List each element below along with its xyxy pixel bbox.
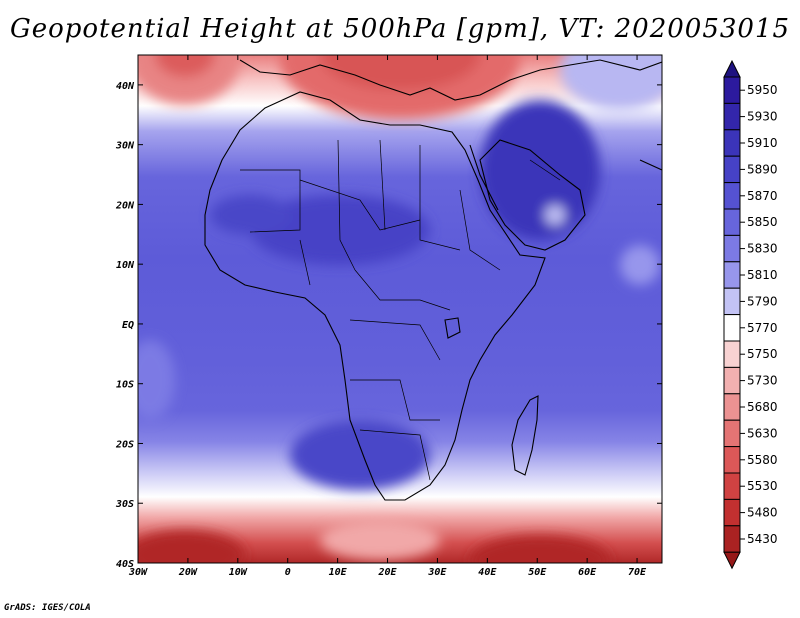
coastlines	[204, 59, 662, 501]
europe-coastline	[239, 59, 662, 101]
lon-tick-label: 20W	[178, 567, 198, 578]
colorbar-label: 5950	[747, 83, 778, 97]
colorbar-swatch	[723, 525, 741, 553]
lake-victoria	[444, 317, 461, 339]
lat-tick-label: 30N	[115, 141, 135, 152]
lon-tick-label: 30E	[427, 567, 447, 578]
colorbar-swatch	[723, 393, 741, 421]
latitude-axis: 40N 30N 20N 10N EQ 10S 20S 30S 40S	[115, 81, 662, 570]
colorbar-swatch	[723, 314, 741, 342]
lon-tick-label: 50E	[528, 567, 547, 578]
colorbar-swatch	[723, 208, 741, 236]
lon-tick-label: 0	[285, 567, 291, 578]
colorbar-swatch	[723, 366, 741, 395]
lon-tick-label: 60E	[578, 567, 597, 578]
colorbar-swatch	[723, 102, 741, 131]
africa-coastline	[204, 91, 546, 501]
colorbar-label: 5770	[747, 321, 778, 335]
colorbar-label: 5890	[747, 162, 778, 176]
colorbar-swatch	[723, 261, 741, 289]
colorbar-label: 5530	[747, 479, 778, 493]
lon-tick-label: 70E	[628, 567, 647, 578]
lon-tick-label: 10E	[329, 567, 348, 578]
colorbar-swatch	[723, 472, 741, 500]
height-field	[138, 55, 662, 563]
colorbar-label: 5580	[747, 453, 778, 467]
colorbar-swatch	[723, 446, 741, 474]
colorbar: 5950 5930 5910 5890 5870 5850 5830 5810 5790 5770…	[723, 59, 778, 570]
colorbar-label: 5480	[747, 506, 778, 520]
colorbar-label: 5910	[747, 136, 778, 150]
colorbar-swatch	[723, 419, 741, 448]
lat-tick-label: 30S	[115, 499, 134, 510]
colorbar-label: 5730	[747, 374, 778, 388]
colorbar-label: 5850	[747, 215, 778, 229]
india-coastline	[639, 159, 662, 171]
colorbar-top-arrow	[723, 59, 741, 78]
colorbar-swatch	[723, 234, 741, 263]
colorbar-swatch	[723, 287, 741, 316]
lon-tick-label: 40E	[478, 567, 497, 578]
map-title: Geopotential Height at 500hPa [gpm], VT:…	[9, 14, 791, 44]
country-borders	[240, 139, 561, 481]
lat-tick-label: 10S	[116, 380, 134, 391]
colorbar-label: 5830	[747, 242, 778, 256]
lat-tick-label: 40S	[116, 559, 134, 570]
lat-tick-label: 40N	[116, 81, 135, 92]
lon-tick-label: 30W	[128, 567, 148, 578]
lon-tick-label: 20E	[377, 567, 397, 578]
colorbar-label: 5680	[747, 400, 778, 414]
longitude-axis: 30W 20W 10W 0 10E 20E 30E 40E 50E 60E 70E	[128, 55, 647, 578]
grads-credit: GrADS: IGES/COLA	[4, 603, 91, 613]
colorbar-swatch	[723, 155, 741, 184]
colorbar-swatch	[723, 76, 741, 104]
madagascar-coastline	[511, 395, 539, 476]
red-sea-coastline	[469, 144, 499, 211]
colorbar-label: 5870	[747, 189, 778, 203]
colorbar-bottom-arrow	[723, 551, 741, 570]
lat-tick-label: 20S	[115, 439, 134, 450]
colorbar-label: 5630	[747, 426, 778, 440]
colorbar-label: 5750	[747, 347, 778, 361]
colorbar-label: 5430	[747, 532, 778, 546]
colorbar-label: 5810	[747, 268, 778, 282]
colorbar-swatch	[723, 340, 741, 368]
colorbar-swatch	[723, 498, 741, 527]
colorbar-label: 5930	[747, 110, 778, 124]
plot-frame	[137, 54, 663, 564]
colorbar-label: 5790	[747, 294, 778, 308]
lat-tick-label: 10N	[116, 260, 135, 271]
lon-tick-label: 10W	[229, 567, 248, 578]
arabia-coastline	[479, 139, 586, 251]
colorbar-swatch	[723, 182, 741, 210]
lat-tick-label: EQ	[122, 320, 134, 331]
lat-tick-label: 20N	[115, 200, 135, 211]
colorbar-swatch	[723, 129, 741, 157]
